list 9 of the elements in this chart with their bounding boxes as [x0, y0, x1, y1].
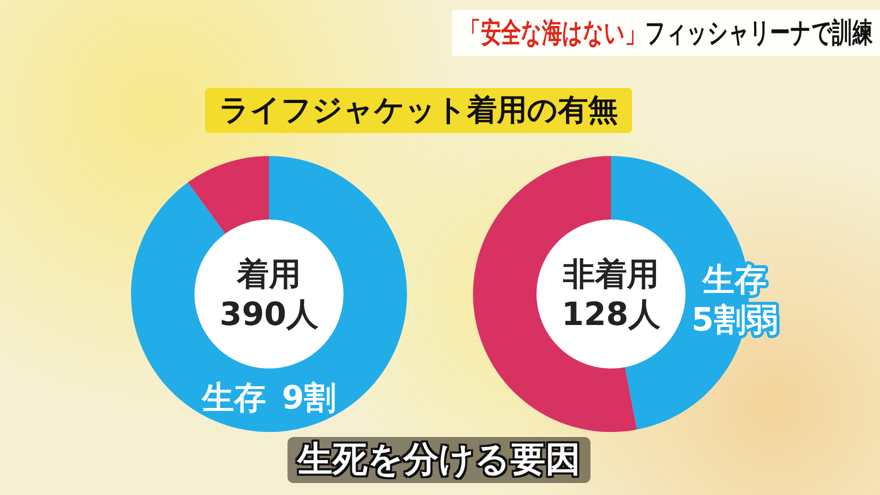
text: 着用 390人 — [220, 254, 318, 334]
text: 非着用 128人 — [562, 254, 660, 334]
text: 生死を分ける要因 — [288, 437, 590, 483]
text: 「安全な海はない」 — [460, 15, 645, 51]
slice-label: 生存 — [200, 378, 266, 417]
data-label: 9割 — [282, 378, 336, 417]
text: フィッシャリーナで訓練 — [644, 15, 872, 51]
data-label: 5割弱 — [692, 300, 778, 339]
text: ライフジャケット着用の有無 — [205, 88, 632, 133]
